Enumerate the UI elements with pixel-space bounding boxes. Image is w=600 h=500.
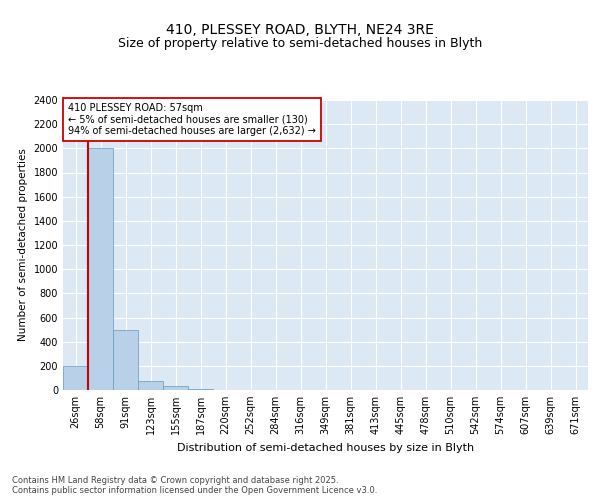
Text: 410, PLESSEY ROAD, BLYTH, NE24 3RE: 410, PLESSEY ROAD, BLYTH, NE24 3RE: [166, 22, 434, 36]
Bar: [138, 381, 163, 390]
Bar: [63, 366, 88, 390]
Bar: [163, 386, 188, 390]
Y-axis label: Number of semi-detached properties: Number of semi-detached properties: [18, 148, 28, 342]
Text: Contains HM Land Registry data © Crown copyright and database right 2025.
Contai: Contains HM Land Registry data © Crown c…: [12, 476, 377, 495]
Text: Size of property relative to semi-detached houses in Blyth: Size of property relative to semi-detach…: [118, 38, 482, 51]
X-axis label: Distribution of semi-detached houses by size in Blyth: Distribution of semi-detached houses by …: [177, 442, 474, 452]
Bar: [188, 389, 213, 390]
Bar: [113, 330, 138, 390]
Text: 410 PLESSEY ROAD: 57sqm
← 5% of semi-detached houses are smaller (130)
94% of se: 410 PLESSEY ROAD: 57sqm ← 5% of semi-det…: [68, 103, 316, 136]
Bar: [88, 148, 113, 390]
